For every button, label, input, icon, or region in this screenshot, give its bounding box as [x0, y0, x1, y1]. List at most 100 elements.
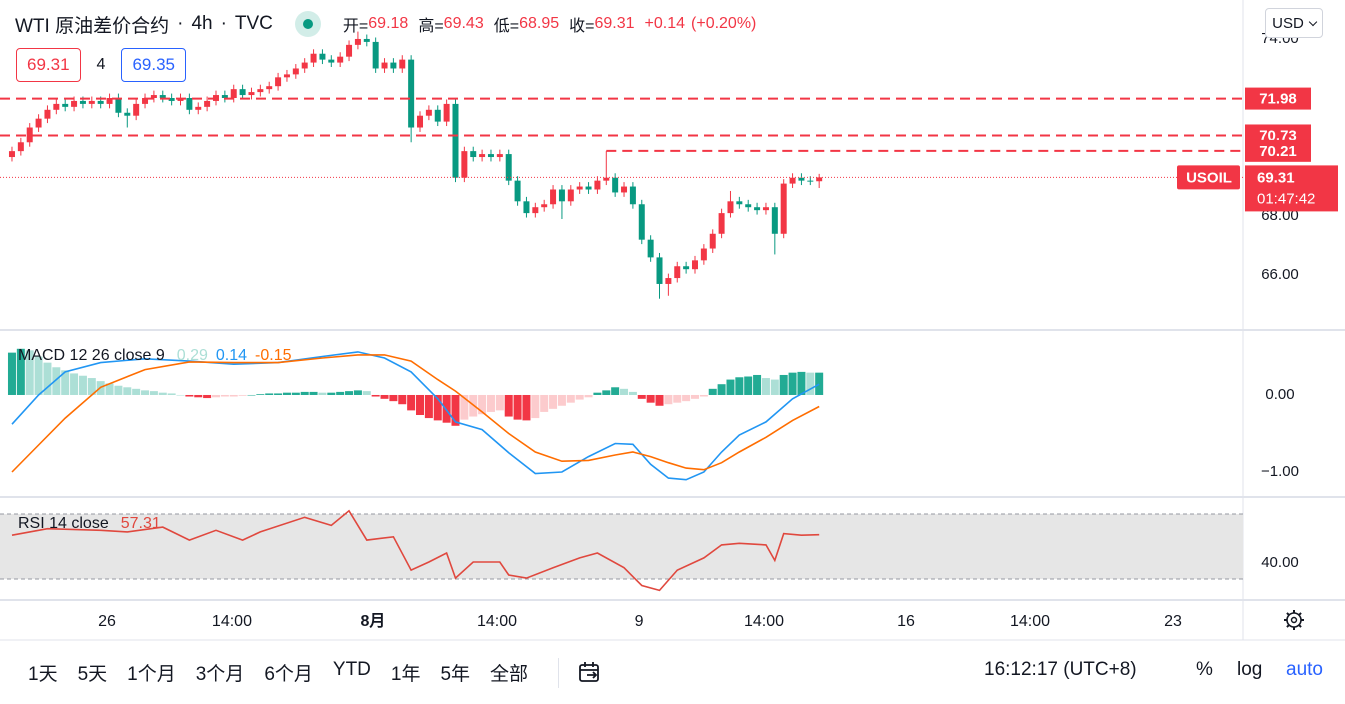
candle-body	[709, 233, 716, 249]
histogram-bar	[132, 388, 141, 395]
candle-body	[26, 127, 33, 143]
candle-body	[612, 177, 619, 193]
candle-body	[159, 95, 166, 98]
legend-header: WTI 原油差价合约 · 4h · TVC 开= 69.18 高= 69.43 低=…	[15, 10, 762, 38]
rsi-pane	[0, 509, 1243, 592]
settings-icon[interactable]	[1284, 610, 1304, 630]
histogram-bar	[105, 383, 114, 395]
histogram-bar	[779, 374, 788, 395]
candle-body	[62, 103, 69, 107]
histogram-bar	[620, 388, 629, 395]
y-tick-label: −1.00	[1261, 463, 1299, 480]
candle-body	[106, 97, 113, 104]
range-button[interactable]: 5天	[77, 664, 108, 685]
candle-body	[736, 201, 743, 205]
clock: 16:12:17 (UTC+8)	[984, 659, 1137, 680]
last-price-label: 69.31	[1257, 169, 1295, 186]
high-label: 高=	[418, 18, 444, 35]
rsi-value: 57.31	[121, 515, 161, 532]
high-value: 69.43	[443, 15, 484, 32]
candle-body	[115, 97, 122, 113]
price-level-tag	[1245, 87, 1311, 110]
histogram-bar	[744, 376, 753, 395]
log-scale[interactable]: log	[1237, 659, 1263, 680]
candle-body	[248, 92, 255, 96]
x-tick-label: 9	[635, 613, 644, 630]
candle-body	[186, 97, 193, 110]
histogram-bar	[123, 387, 132, 395]
ask[interactable]: 69.35	[121, 48, 186, 82]
histogram-bar	[646, 394, 655, 403]
candle-body	[585, 186, 592, 190]
candle-body	[745, 204, 752, 208]
x-tick-label: 14:00	[1010, 613, 1050, 630]
histogram-bar	[531, 394, 540, 419]
histogram-bar	[291, 392, 300, 395]
market-status[interactable]	[294, 11, 321, 37]
low-value: 68.95	[519, 15, 560, 32]
candle-body	[550, 189, 557, 205]
signal-line	[11, 354, 820, 473]
range-button[interactable]: 5年	[440, 664, 471, 685]
candle-body	[133, 103, 140, 116]
bid[interactable]: 69.31	[16, 48, 81, 82]
candle-body	[523, 201, 530, 214]
histogram-bar	[637, 394, 646, 399]
histogram-bar	[584, 394, 593, 398]
histogram-bar	[575, 394, 584, 400]
histogram-bar	[380, 394, 389, 399]
histogram-bar	[78, 375, 87, 395]
bottom-toolbar: 1天 5天 1个月 3个月 6个月 YTD 1年 5年 全部 16:12:17 (UTC+8) …	[0, 641, 1345, 704]
candle-body	[97, 100, 104, 104]
histogram-bar	[699, 394, 708, 397]
histogram-bar	[176, 394, 185, 396]
candle-body	[514, 180, 521, 202]
histogram-bar	[141, 390, 150, 395]
candle-body	[354, 38, 361, 45]
histogram-bar	[504, 394, 513, 417]
range-button[interactable]: 全部	[490, 664, 529, 685]
histogram-bar	[486, 394, 495, 412]
histogram-bar	[282, 392, 291, 395]
histogram-bar	[185, 394, 194, 397]
candle-body	[71, 100, 78, 107]
range-button[interactable]: 1个月	[127, 664, 176, 685]
symbol-tag	[1177, 165, 1240, 190]
x-tick-label: 8月	[361, 612, 386, 630]
currency-button[interactable]: USD	[1265, 8, 1323, 38]
gear-hub	[1290, 616, 1298, 624]
histogram-bar	[158, 392, 167, 395]
interval[interactable]: 4h	[191, 13, 213, 34]
symbol[interactable]: WTI 原油差价合约	[15, 15, 170, 37]
low-label: 低=	[493, 18, 520, 35]
candle-body	[283, 74, 290, 78]
histogram-bar	[442, 394, 451, 423]
histogram-bar	[513, 394, 522, 420]
percent-scale[interactable]: %	[1196, 659, 1213, 680]
histogram-bar	[761, 378, 770, 395]
y-tick-label: 40.00	[1261, 554, 1299, 571]
range-button[interactable]: YTD	[332, 659, 371, 680]
range-button[interactable]: 3个月	[195, 664, 245, 685]
range-button[interactable]: 6个月	[264, 664, 313, 685]
range-button[interactable]: 1年	[390, 664, 421, 685]
histogram-bar	[274, 393, 283, 395]
candle-body	[425, 109, 432, 116]
candle-body	[150, 95, 157, 98]
candle-body	[266, 86, 273, 90]
histogram-bar	[815, 372, 824, 395]
histogram-bar	[407, 394, 416, 411]
signal-value: -0.15	[255, 347, 292, 364]
auto-scale[interactable]: auto	[1286, 659, 1323, 680]
candle-body	[603, 177, 610, 181]
range-button[interactable]: 1天	[28, 664, 58, 685]
candle-body	[558, 189, 565, 202]
histogram-bar	[726, 379, 735, 395]
histogram-value: 0.29	[177, 347, 208, 364]
candle-body	[195, 106, 202, 110]
gear-tooth	[1298, 624, 1302, 628]
candle-body	[479, 154, 486, 158]
histogram-bar	[593, 392, 602, 395]
goto-date-icon[interactable]	[577, 660, 603, 686]
